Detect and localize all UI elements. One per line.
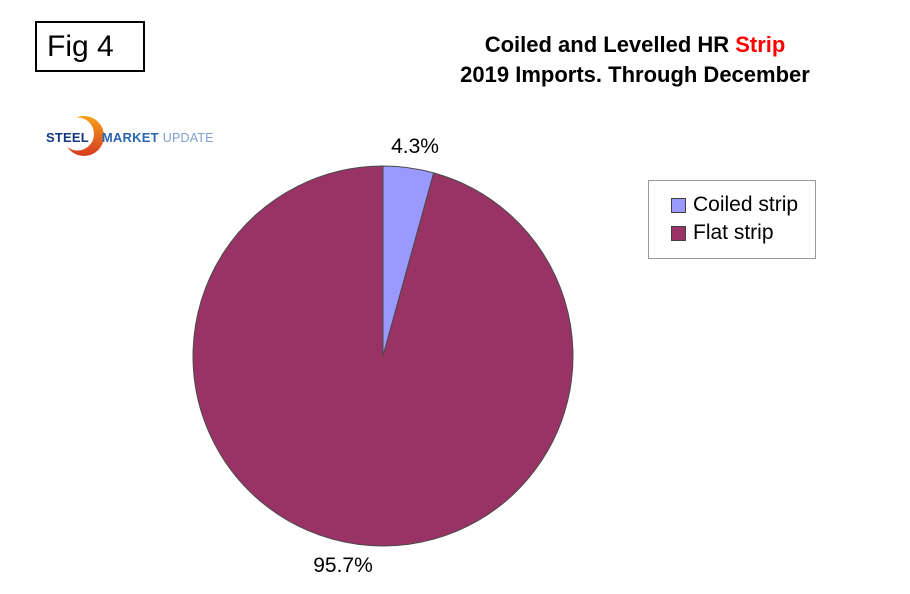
pie-chart [192, 165, 574, 547]
logo-crescent-icon [63, 116, 104, 156]
logo-word-update: UPDATE [162, 131, 214, 145]
chart-title-line1: Coiled and Levelled HR Strip [355, 30, 910, 60]
chart-title-line1-red: Strip [735, 32, 786, 57]
chart-title: Coiled and Levelled HR Strip 2019 Imports… [355, 30, 910, 90]
chart-title-line1-black: Coiled and Levelled HR [484, 32, 730, 57]
logo-word-steel: STEEL [46, 130, 89, 145]
legend-item-coiled-strip: Coiled strip [671, 192, 815, 218]
legend-swatch-coiled-strip [671, 197, 686, 213]
legend-label-coiled-strip: Coiled strip [693, 193, 799, 216]
legend-swatch-flat-strip [671, 225, 686, 241]
chart-title-line2: 2019 Imports. Through December [460, 62, 810, 87]
logo-word-market: MARKET [101, 130, 159, 145]
legend-item-flat-strip: Flat strip [671, 220, 815, 246]
logo-wordmark: STEEL MARKET UPDATE [46, 130, 214, 145]
steel-market-update-logo: STEEL MARKET UPDATE [46, 115, 214, 159]
chart-legend: Coiled strip Flat strip [648, 180, 816, 259]
slice-label-flat-strip: 95.7% [313, 554, 373, 577]
figure-number-label: Fig 4 [47, 29, 114, 63]
legend-label-flat-strip: Flat strip [693, 221, 774, 244]
pie-slice-flat-strip [192, 165, 574, 547]
slice-label-coiled-strip: 4.3% [391, 135, 439, 158]
figure-number-box: Fig 4 [35, 21, 145, 72]
